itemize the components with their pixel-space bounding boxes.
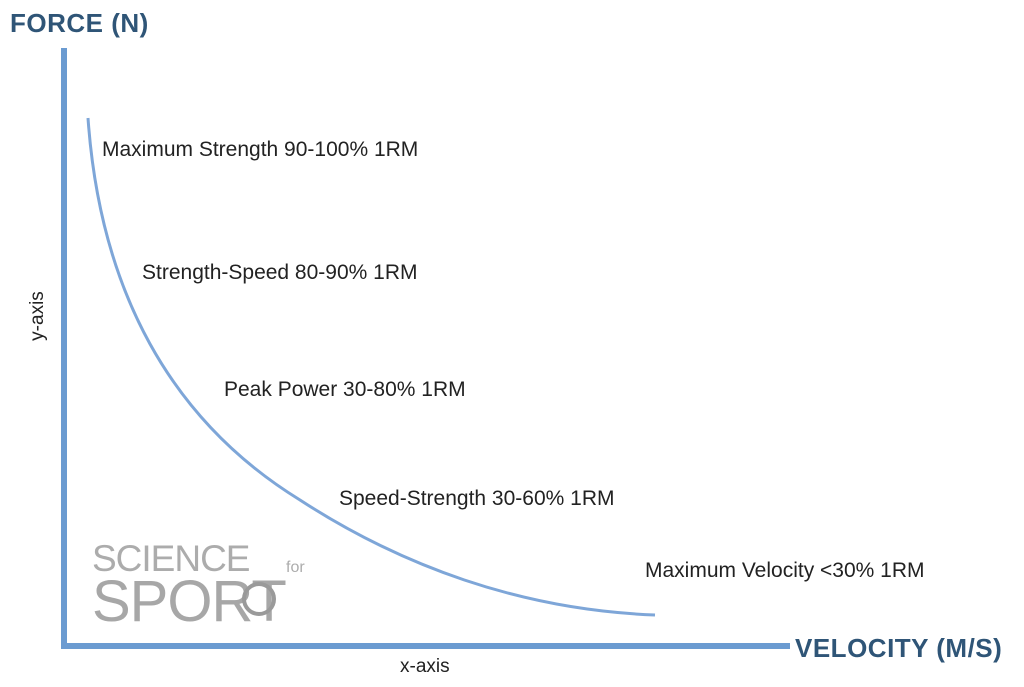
zone-label-maximum-strength: Maximum Strength 90-100% 1RM: [102, 138, 419, 161]
logo-line-for: for: [286, 559, 305, 576]
logo-line-sport: SPORT: [92, 569, 287, 634]
zone-label-maximum-velocity: Maximum Velocity <30% 1RM: [645, 559, 925, 582]
y-axis-title: FORCE (N): [10, 8, 149, 38]
x-axis-caption: x-axis: [400, 656, 450, 677]
y-axis-caption: y-axis: [26, 291, 48, 341]
zone-label-speed-strength: Speed-Strength 30-60% 1RM: [339, 487, 615, 510]
x-axis-title: VELOCITY (M/S): [795, 633, 1003, 663]
zone-label-peak-power: Peak Power 30-80% 1RM: [224, 378, 466, 401]
logo-mark-icon: [242, 582, 276, 616]
science-for-sport-logo: SCIENCE for SPORT: [92, 538, 305, 634]
force-velocity-curve: [86, 117, 656, 617]
zone-label-strength-speed: Strength-Speed 80-90% 1RM: [142, 261, 418, 284]
logo-line-science: SCIENCE: [92, 538, 250, 579]
